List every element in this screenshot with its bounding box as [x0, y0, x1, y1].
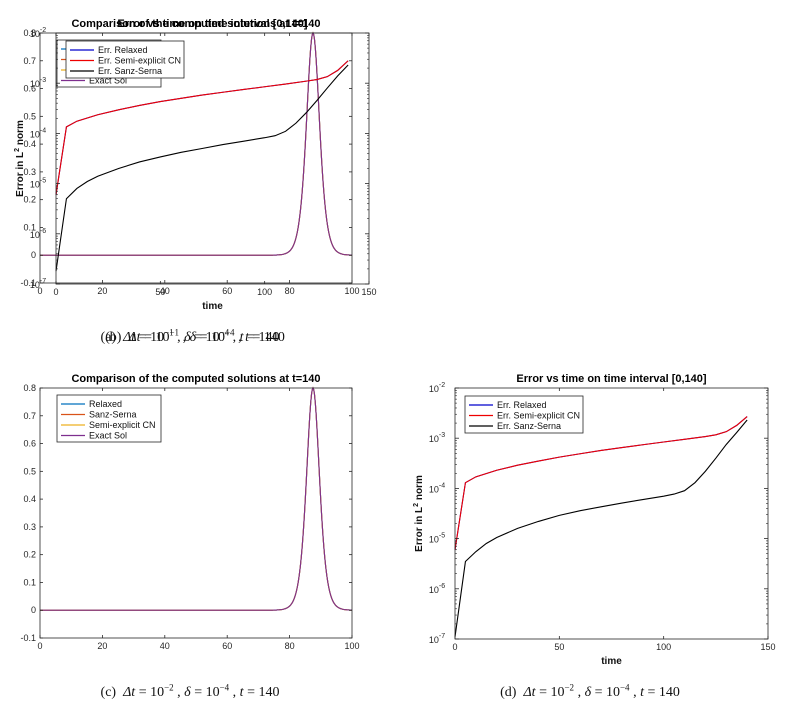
x-tick-label: 20: [97, 286, 107, 296]
legend-label: Relaxed: [89, 399, 122, 409]
x-tick-label: 20: [97, 641, 107, 651]
legend-label: Err. Semi-explicit CN: [98, 56, 181, 66]
y-tick-label: 0.6: [23, 84, 36, 94]
plot-frame: [55, 32, 370, 285]
y-tick-label: 10-3: [30, 77, 46, 89]
y-tick-label: 0: [31, 250, 36, 260]
chart-title: Error vs time on time interval [0,140]: [516, 373, 706, 385]
x-tick-label: 60: [222, 641, 232, 651]
series-line-err-sanz-serna: [55, 64, 349, 272]
y-tick-label: -0.1: [20, 278, 36, 288]
x-tick-label: 0: [37, 641, 42, 651]
x-tick-label: 150: [760, 642, 775, 652]
x-tick-label: 40: [160, 641, 170, 651]
y-tick-label: 10-5: [429, 533, 445, 545]
y-tick-label: 0: [31, 605, 36, 615]
x-tick-label: 80: [285, 286, 295, 296]
series-line-exact-sol: [40, 31, 353, 256]
y-tick-label: 10-7: [429, 633, 445, 645]
legend-label: Exact Sol: [89, 431, 127, 441]
legend-label: Err. Sanz-Serna: [98, 66, 162, 76]
caption-d: (d) Δt = 10−2 , δ = 10−4 , t = 140: [500, 682, 680, 700]
y-tick-label: 10-2: [429, 382, 445, 394]
chart-title: Comparison of the computed solutions at …: [71, 373, 320, 385]
y-tick-label: 0.1: [23, 577, 36, 587]
y-tick-label: 0.3: [23, 167, 36, 177]
x-tick-label: 100: [344, 641, 359, 651]
legend-label: Sanz-Serna: [89, 410, 137, 420]
legend-label: Semi-explicit CN: [89, 420, 156, 430]
chart-title: Comparison of the computed solutions at …: [71, 18, 320, 30]
legend-box: [56, 394, 162, 443]
series-line-exact-sol: [40, 386, 353, 611]
series-line-err-sanz-serna: [454, 419, 748, 637]
legend-box: [65, 40, 185, 79]
y-tick-label: 0.7: [23, 411, 36, 421]
y-tick-label: 0.8: [23, 383, 36, 393]
plot-frame: [39, 387, 353, 639]
y-tick-label: 10-7: [30, 278, 46, 290]
x-tick-label: 100: [257, 287, 272, 297]
y-tick-label: 10-4: [429, 482, 445, 494]
legend-label: Exact Sol: [89, 76, 127, 86]
x-tick-label: 100: [656, 642, 671, 652]
x-axis-label: time: [601, 656, 622, 667]
legend-label: Err. Relaxed: [497, 400, 547, 410]
legend-label: Err. Semi-explicit CN: [497, 411, 580, 421]
legend-label: Err. Sanz-Serna: [497, 421, 561, 431]
chart-b: Error vs time on time interval [0,140] 0 5…: [14, 18, 377, 312]
x-axis-label: time: [202, 301, 223, 312]
x-tick-label: 0: [452, 642, 457, 652]
caption-b: (b) Δt = 10−1 , δ = 10−4 , t = 140: [105, 327, 285, 345]
y-tick-label: 0.5: [23, 111, 36, 121]
x-tick-label: 100: [344, 286, 359, 296]
y-tick-label: 0.4: [23, 139, 36, 149]
y-tick-label: 10-5: [30, 178, 46, 190]
chart-title: Error vs time on time interval [0,140]: [117, 18, 307, 30]
x-tick-label: 150: [361, 287, 376, 297]
y-tick-label: 10-4: [30, 127, 46, 139]
y-tick-label: 0.2: [23, 195, 36, 205]
series-line-err-relaxed: [55, 60, 349, 195]
y-tick-label: 10-2: [30, 27, 46, 39]
x-tick-label: 50: [155, 287, 165, 297]
panel-b: Error vs time on time interval [0,140] 0 5…: [0, 0, 390, 355]
panel-c: Comparison of the computed solutions at …: [0, 357, 380, 715]
y-tick-label: 0.4: [23, 494, 36, 504]
caption-c: (c) Δt = 10−2 , δ = 10−4 , t = 140: [100, 682, 280, 700]
x-tick-label: 50: [554, 642, 564, 652]
y-tick-label: -0.1: [20, 633, 36, 643]
y-tick-label: 0.5: [23, 466, 36, 476]
plot-frame: [454, 387, 769, 640]
y-tick-label: 10-6: [30, 228, 46, 240]
y-axis-label: Error in L2 norm: [413, 475, 425, 552]
y-axis-label: Error in L2 norm: [14, 120, 26, 197]
x-tick-label: 60: [222, 286, 232, 296]
chart-d: Error vs time on time interval [0,140] 0 5…: [413, 373, 776, 667]
y-tick-label: 0.3: [23, 522, 36, 532]
y-tick-label: 0.6: [23, 439, 36, 449]
legend-box: [464, 395, 584, 434]
x-tick-label: 0: [53, 287, 58, 297]
series-line-err-semi-explicit-cn: [55, 60, 349, 195]
y-tick-label: 0.2: [23, 550, 36, 560]
caption-a: (a) Δt = 10−1 , δ = 10−4 , t = 140: [100, 327, 280, 345]
x-tick-label: 0: [37, 286, 42, 296]
y-tick-label: 0.8: [23, 28, 36, 38]
y-tick-label: 0.1: [23, 222, 36, 232]
legend-label: Err. Relaxed: [98, 45, 148, 55]
x-tick-label: 40: [160, 286, 170, 296]
panel-d: Error vs time on time interval [0,140] 0 5…: [395, 357, 785, 715]
y-tick-label: 10-6: [429, 583, 445, 595]
y-tick-label: 0.7: [23, 56, 36, 66]
y-tick-label: 10-3: [429, 432, 445, 444]
chart-c: Comparison of the computed solutions at …: [20, 373, 359, 651]
series-line-err-semi-explicit-cn: [454, 416, 748, 550]
x-tick-label: 80: [285, 641, 295, 651]
